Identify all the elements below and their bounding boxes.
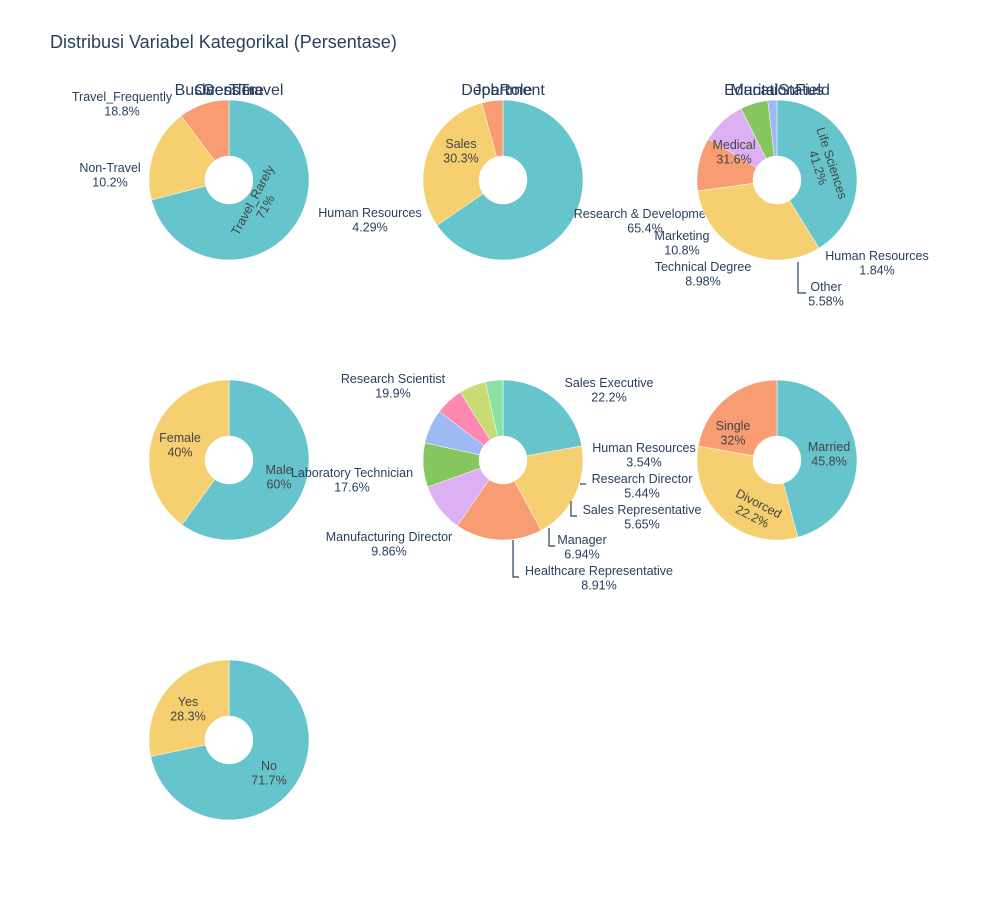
slice-label-percent: 3.54% — [626, 456, 661, 470]
pie-jobrole: JobRole Sales Executive 22.2% Research Scie… — [291, 82, 701, 593]
slice-label-percent: 28.3% — [170, 710, 205, 724]
slice-label: Single 32% — [716, 419, 751, 447]
slice-label-percent: 4.29% — [352, 221, 387, 235]
slice-label-name: Medical — [712, 138, 755, 152]
slice-label: Married 45.8% — [808, 440, 850, 468]
slice-label: Healthcare Representative 8.91% — [525, 564, 673, 592]
leader-line — [549, 528, 555, 546]
slice-label: Male 60% — [265, 463, 292, 491]
subplot-title: JobRole — [474, 82, 533, 99]
slice-label-name: Technical Degree — [655, 260, 752, 274]
slice-label-name: Manufacturing Director — [326, 530, 452, 544]
slice-label-percent: 10.2% — [92, 176, 127, 190]
slice-label: Travel_Frequently 18.8% — [72, 90, 173, 118]
slice-label-percent: 10.8% — [664, 244, 699, 258]
slice-label: Sales 30.3% — [443, 137, 478, 165]
slice-label-percent: 30.3% — [443, 152, 478, 166]
slice-label-percent: 22.2% — [591, 391, 626, 405]
slice-label-name: Other — [810, 280, 841, 294]
pie-businesstravel: BusinessTravelTravel_Rarely71%Travel_Fre… — [72, 82, 309, 260]
pie-slice — [503, 380, 582, 456]
slice-label-percent: 60% — [266, 478, 291, 492]
slice-label-name: Male — [265, 463, 292, 477]
slice-label: Marketing 10.8% — [655, 229, 710, 257]
slice-label: Sales Executive 22.2% — [565, 376, 654, 404]
slice-label-name: Sales Representative — [583, 503, 702, 517]
slice-label-name: Female — [159, 431, 201, 445]
slice-label-name: Research Director — [592, 472, 693, 486]
slice-label-name: Sales Executive — [565, 376, 654, 390]
leader-line — [513, 540, 519, 577]
slice-label-name: Human Resources — [318, 206, 422, 220]
slice-label: Medical 31.6% — [712, 138, 755, 166]
slice-label-percent: 32% — [720, 434, 745, 448]
slice-label-percent: 18.8% — [104, 105, 139, 119]
slice-label: Human Resources 4.29% — [318, 206, 422, 234]
slice-label: Research Director 5.44% — [592, 472, 693, 500]
slice-label-name: Healthcare Representative — [525, 564, 673, 578]
slice-label: Other 5.58% — [808, 280, 843, 308]
slice-label-percent: 19.9% — [375, 387, 410, 401]
slice-label-percent: 1.84% — [859, 264, 894, 278]
slice-label-name: Research & Development — [574, 207, 717, 221]
slice-label-percent: 45.8% — [811, 455, 846, 469]
slice-label-name: Single — [716, 419, 751, 433]
slice-label-percent: 6.94% — [564, 548, 599, 562]
slice-label-name: Sales — [445, 137, 476, 151]
slice-label: Human Resources 3.54% — [592, 441, 696, 469]
slice-label-percent: 8.91% — [581, 579, 616, 593]
slice-label-percent: 8.98% — [685, 275, 720, 289]
slice-label-name: Human Resources — [825, 249, 929, 263]
slice-label-percent: 17.6% — [334, 481, 369, 495]
slice-label: Laboratory Technician 17.6% — [291, 466, 413, 494]
slice-label-percent: 71.7% — [251, 774, 286, 788]
slice-label: Non-Travel 10.2% — [79, 161, 140, 189]
slice-label-percent: 31.6% — [716, 153, 751, 167]
slice-label-name: Manager — [557, 533, 606, 547]
slice-label-name: Married — [808, 440, 850, 454]
slice-label-percent: 5.44% — [624, 487, 659, 501]
slice-label-percent: 5.65% — [624, 518, 659, 532]
slice-label-percent: 5.58% — [808, 295, 843, 309]
leader-line — [798, 262, 806, 293]
slice-label-name: Marketing — [655, 229, 710, 243]
subplot-title: MaritalStatus — [730, 82, 823, 99]
slice-label-name: No — [261, 759, 277, 773]
slice-label: Manager 6.94% — [557, 533, 606, 561]
slice-label-name: Travel_Frequently — [72, 90, 173, 104]
slice-label-percent: 40% — [167, 446, 192, 460]
subplot-title: OverTime — [194, 82, 264, 99]
slice-label: Manufacturing Director 9.86% — [326, 530, 452, 558]
slice-label-percent: 9.86% — [371, 545, 406, 559]
slice-label: Technical Degree 8.98% — [655, 260, 752, 288]
slice-label-name: Research Scientist — [341, 372, 446, 386]
slice-label-name: Human Resources — [592, 441, 696, 455]
slice-label: Human Resources 1.84% — [825, 249, 929, 277]
slice-label-name: Yes — [178, 695, 198, 709]
slice-label-name: Laboratory Technician — [291, 466, 413, 480]
leader-line — [571, 501, 577, 516]
slice-label: Sales Representative 5.65% — [583, 503, 702, 531]
slice-label: Research Scientist 19.9% — [341, 372, 446, 400]
slice-label-name: Non-Travel — [79, 161, 140, 175]
